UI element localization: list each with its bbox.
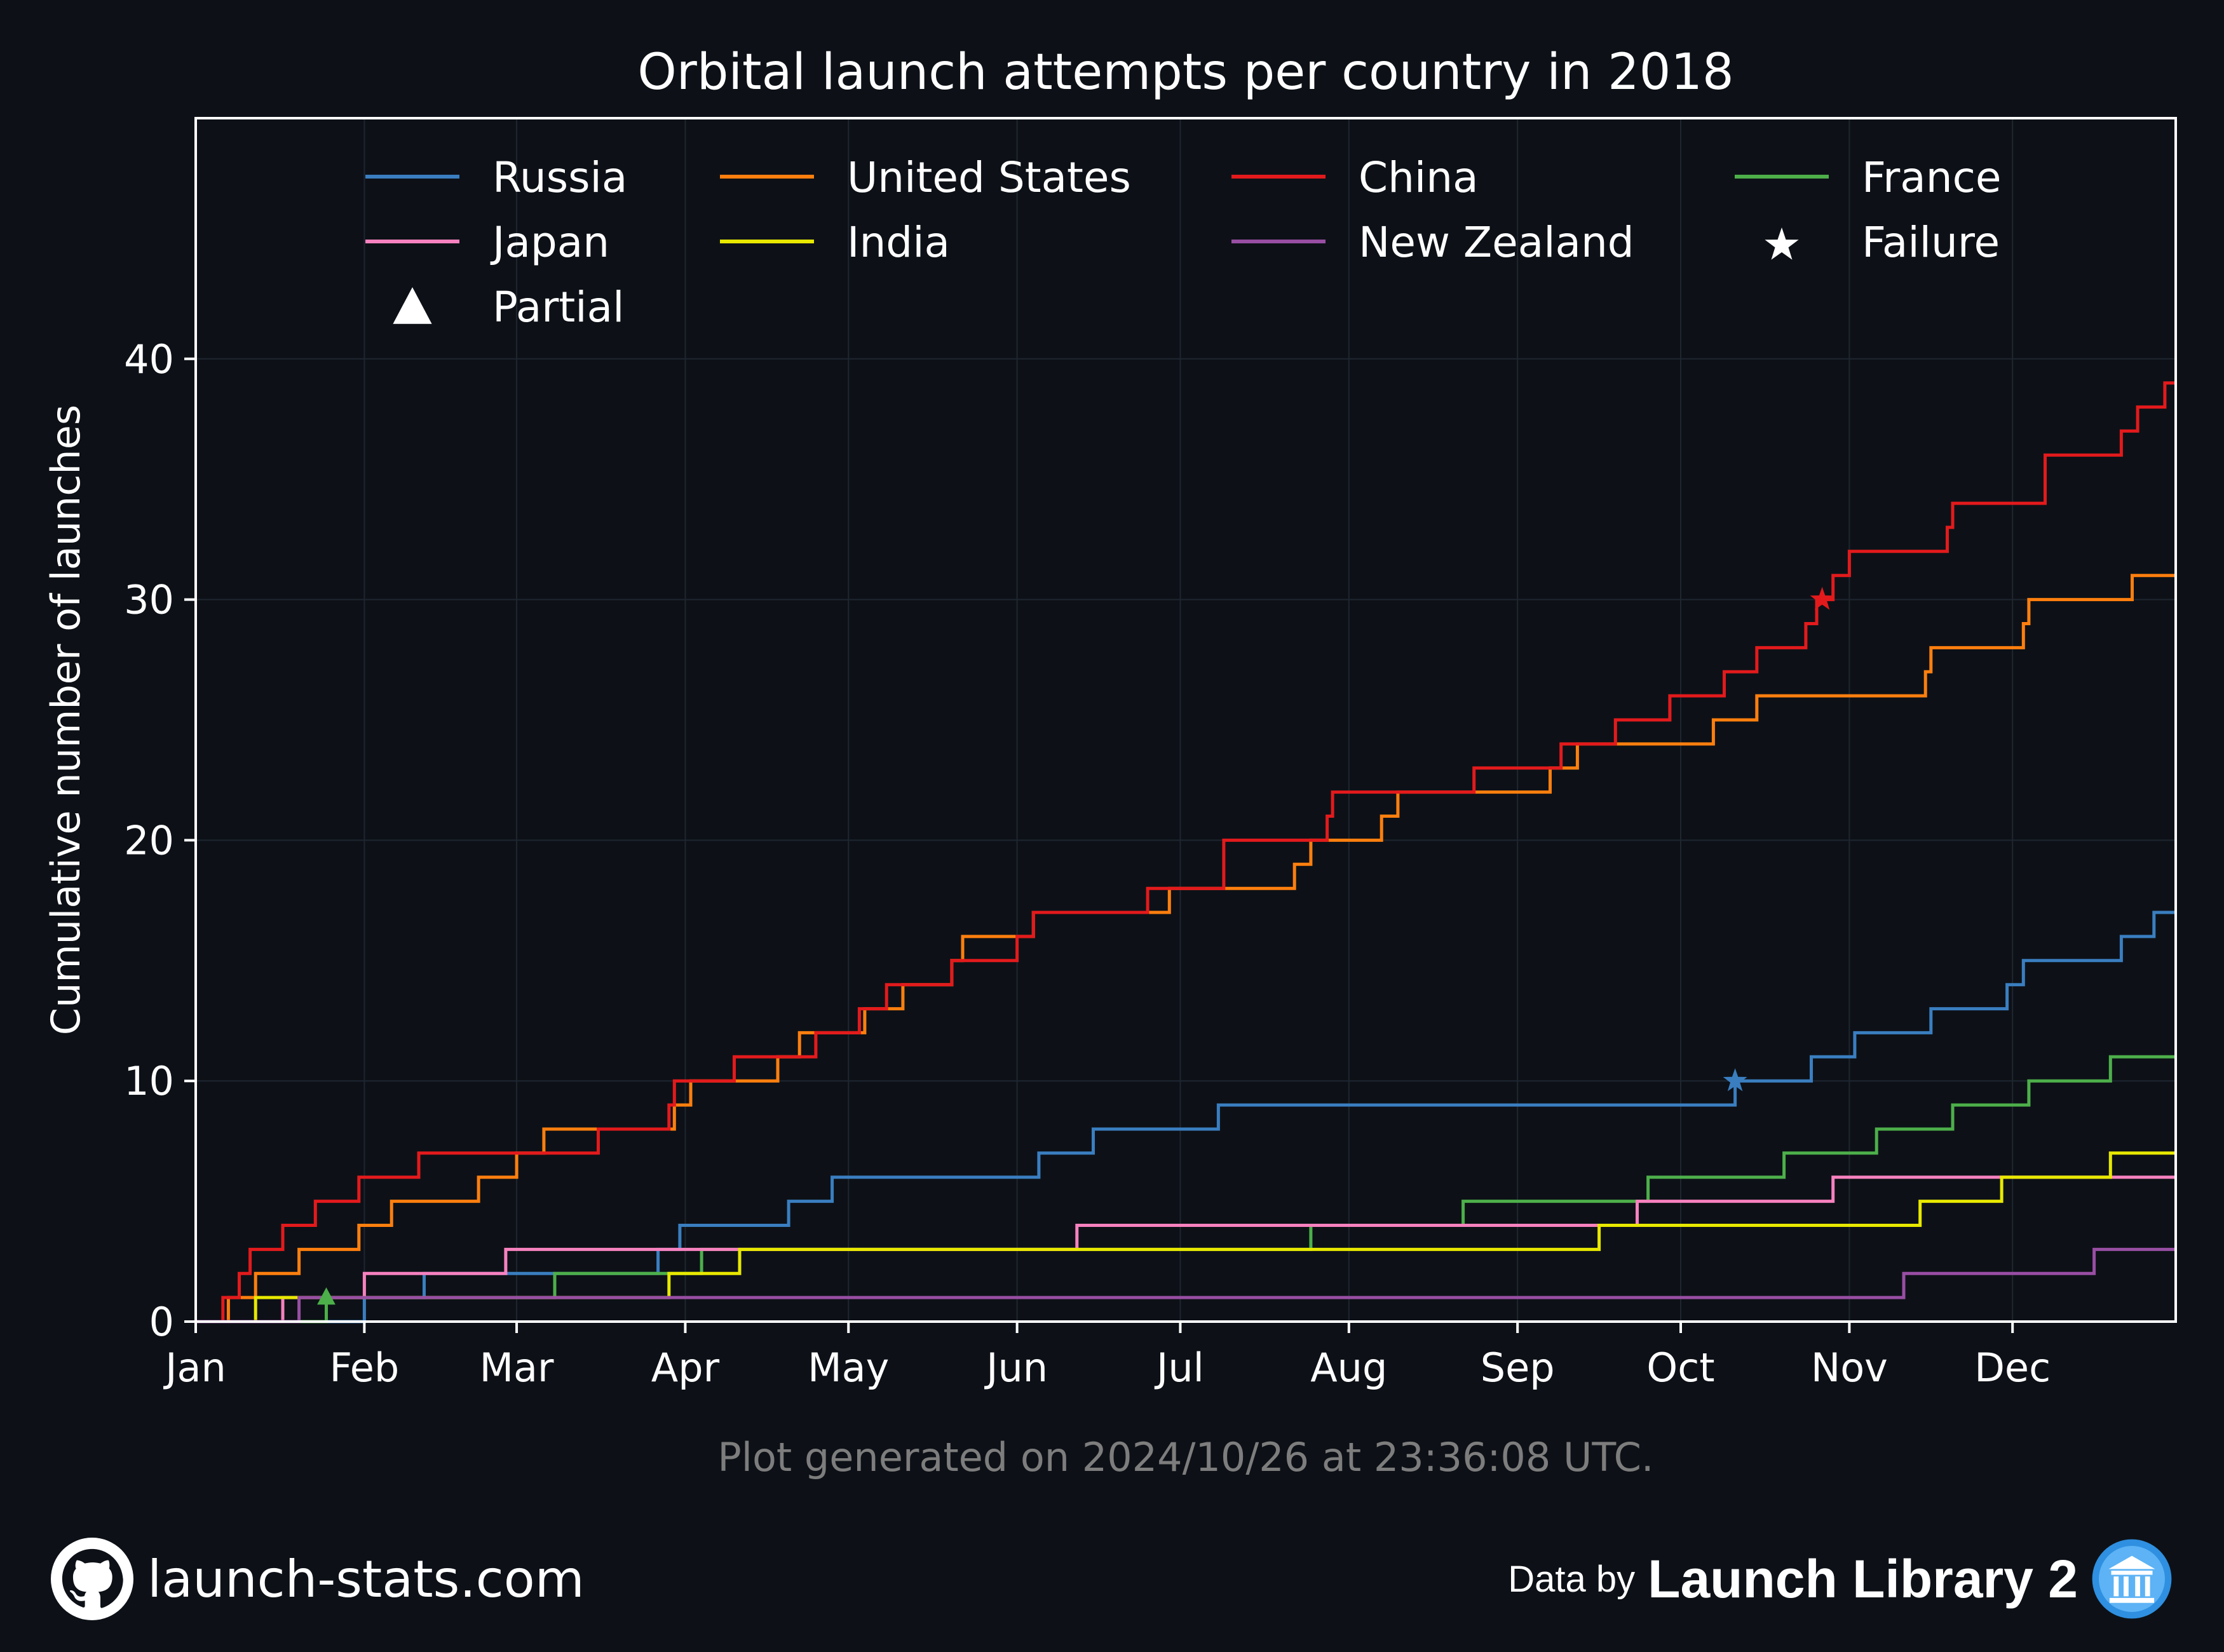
legend-label-france: France	[1862, 153, 2001, 202]
x-tick-label: Nov	[1811, 1344, 1888, 1391]
x-tick-label: Mar	[480, 1344, 554, 1391]
series-line-france	[196, 1055, 2176, 1324]
series-line-united-states	[196, 574, 2176, 1324]
y-tick-label: 20	[124, 817, 174, 863]
series-line-new-zealand	[196, 1247, 2176, 1324]
x-tick-label: Feb	[329, 1344, 399, 1391]
series-line-russia	[196, 911, 2176, 1324]
x-tick-label: Oct	[1646, 1344, 1714, 1391]
x-tick-label: Sep	[1481, 1344, 1555, 1391]
launch-library-icon	[2092, 1539, 2172, 1619]
legend-label-failure: Failure	[1862, 218, 2000, 267]
legend: Russia United States China France Japan India…	[365, 153, 2001, 332]
failure-marker	[1810, 586, 1834, 610]
partial-marker	[317, 1287, 336, 1305]
x-tick-label: Jul	[1154, 1344, 1204, 1391]
x-tick-label: Aug	[1310, 1344, 1387, 1391]
footnote: Plot generated on 2024/10/26 at 23:36:08…	[717, 1434, 1653, 1480]
x-tick-label: Dec	[1974, 1344, 2051, 1391]
marker-layer	[317, 586, 1834, 1305]
data-source-name: Launch Library 2	[1648, 1548, 2078, 1609]
plot-frame	[194, 117, 2177, 1323]
footer-source[interactable]: Data by Launch Library 2	[1508, 1538, 2173, 1620]
series-line-china	[196, 381, 2176, 1324]
x-axis: Jan Feb Mar Apr May Jun Jul Aug Sep Oct Nov Dec	[163, 1322, 2051, 1391]
legend-triangle-icon	[393, 287, 432, 324]
legend-label-russia: Russia	[492, 153, 627, 202]
series-layer	[196, 381, 2176, 1324]
chart-title: Orbital launch attempts per country in 2…	[637, 44, 1733, 101]
y-axis: 0 10 20 30 40	[124, 336, 196, 1345]
footer-site[interactable]: launch-stats.com	[51, 1538, 585, 1620]
legend-label-partial: Partial	[492, 283, 624, 332]
y-tick-label: 0	[149, 1299, 174, 1345]
legend-label-united-states: United States	[847, 153, 1131, 202]
data-by-label: Data by	[1508, 1558, 1636, 1600]
x-tick-label: Apr	[651, 1344, 720, 1391]
y-tick-label: 40	[124, 336, 174, 383]
github-icon	[51, 1538, 133, 1620]
x-tick-label: Jun	[984, 1344, 1048, 1391]
y-tick-label: 30	[124, 577, 174, 623]
x-tick-label: Jan	[163, 1344, 226, 1391]
legend-label-new-zealand: New Zealand	[1359, 218, 1634, 267]
legend-label-india: India	[847, 218, 950, 267]
legend-label-china: China	[1359, 153, 1479, 202]
failure-marker	[1723, 1068, 1747, 1092]
legend-star-icon	[1765, 227, 1799, 260]
y-axis-label: Cumulative number of launches	[43, 405, 89, 1035]
x-tick-label: May	[808, 1344, 889, 1391]
site-name: launch-stats.com	[147, 1549, 585, 1609]
legend-label-japan: Japan	[490, 218, 609, 267]
y-tick-label: 10	[124, 1058, 174, 1104]
